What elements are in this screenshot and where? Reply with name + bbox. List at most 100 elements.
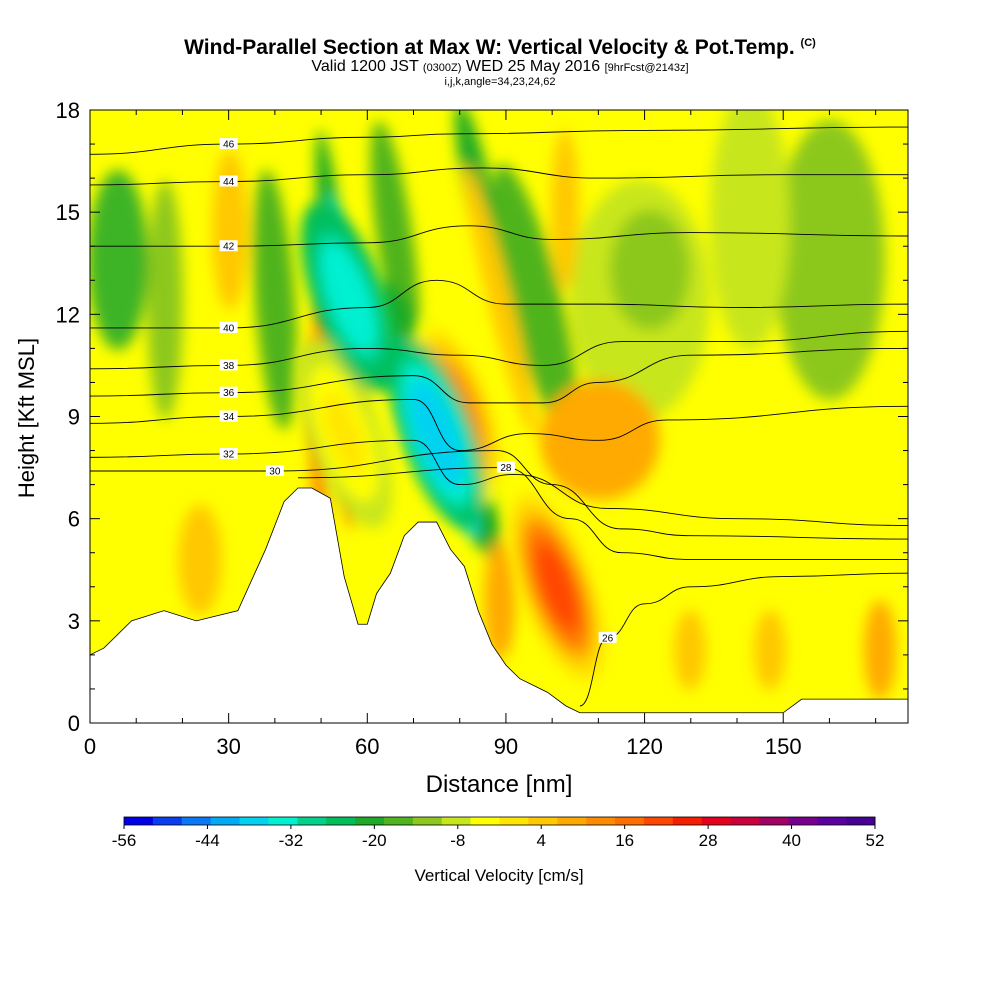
downdraft-band-7 <box>492 164 578 436</box>
updraft-band-d <box>464 164 536 436</box>
colorbar-swatch <box>759 817 789 825</box>
y-tick-label: 18 <box>56 98 80 123</box>
svg-text:38: 38 <box>223 361 235 372</box>
svg-text:32: 32 <box>223 449 235 460</box>
isentrope-label-40: 40 <box>219 321 238 334</box>
colorbar-tick-label: 40 <box>782 831 801 850</box>
isentrope-label-34: 34 <box>219 410 238 423</box>
svg-text:26: 26 <box>602 633 614 644</box>
updraft-cores <box>296 202 605 682</box>
colorbar-swatch <box>181 817 212 825</box>
colorbar-swatch <box>499 817 529 825</box>
isentrope-label-42: 42 <box>219 240 238 253</box>
updraft-band-e <box>551 130 579 290</box>
isentrope-46 <box>90 126 908 155</box>
colorbar-swatch <box>383 817 414 825</box>
colorbar-swatch <box>268 817 298 825</box>
downdraft-core-4-ring-4 <box>328 255 370 339</box>
colorbar-tick-label: -8 <box>450 831 465 850</box>
y-tick-label: 9 <box>68 405 80 430</box>
isentrope-28 <box>297 467 908 560</box>
x-tick-label: 0 <box>84 734 96 759</box>
isentrope-label-28: 28 <box>496 461 515 474</box>
colorbar-tick-label: -32 <box>279 831 304 850</box>
x-axis: 0 30 60 90 120 150 <box>84 110 877 759</box>
isentrope-label-36: 36 <box>219 386 238 399</box>
colorbar-swatch <box>210 817 241 825</box>
colorbar-swatch <box>441 817 472 825</box>
colorbar-swatch <box>470 817 500 825</box>
y-axis-label: Height [Kft MSL] <box>14 338 39 498</box>
colorbar-swatch <box>701 817 732 825</box>
isentrope-36 <box>90 347 908 404</box>
colorbar-swatch <box>239 817 269 825</box>
colorbar-tick-label: -20 <box>362 831 387 850</box>
updraft-lowlevel-3 <box>754 610 786 690</box>
updraft-lowlevel <box>178 505 222 615</box>
y-tick-label: 0 <box>68 711 80 736</box>
chart-title: Wind-Parallel Section at Max W: Vertical… <box>184 36 816 59</box>
isentrope-38 <box>90 330 908 370</box>
y-tick-label: 12 <box>56 302 80 327</box>
colorbar-label: Vertical Velocity [cm/s] <box>414 866 583 885</box>
colorbar-swatch <box>643 817 674 825</box>
colorbar-swatch <box>528 817 558 825</box>
updraft-lowlevel-2 <box>674 610 706 690</box>
svg-text:44: 44 <box>223 177 235 188</box>
isentrope-label-44: 44 <box>219 175 238 188</box>
downdraft-band-left-upper <box>147 180 183 420</box>
colorbar-swatch <box>124 817 154 825</box>
x-tick-label: 120 <box>626 734 663 759</box>
isentrope-label-26: 26 <box>598 631 617 644</box>
colorbar-tick-label: 4 <box>536 831 545 850</box>
updraft-lowlevel-5 <box>484 540 516 660</box>
colorbar-swatch <box>817 817 847 825</box>
y-tick-label: 3 <box>68 609 80 634</box>
isentrope-label-32: 32 <box>219 447 238 460</box>
updraft-band-a <box>212 150 248 310</box>
y-tick-label: 15 <box>56 200 80 225</box>
colorbar: -56 -44 -32 -20 -8 4 16 28 40 52 <box>112 816 885 850</box>
isentrope-label-38: 38 <box>219 359 238 372</box>
colorbar-tick-label: 16 <box>615 831 634 850</box>
downdraft-band-2 <box>253 170 297 430</box>
colorbar-swatch <box>297 817 327 825</box>
colorbar-swatch <box>355 817 385 825</box>
colorbar-swatch <box>788 817 818 825</box>
vertical-velocity-field: 26 28 30 32 34 36 38 40 42 44 46 <box>90 110 908 723</box>
chart-subtitle: Valid 1200 JST (0300Z) WED 25 May 2016 [… <box>311 58 689 75</box>
x-tick-label: 60 <box>355 734 379 759</box>
colorbar-tick-label: 52 <box>866 831 885 850</box>
updraft-lowlevel-4 <box>864 600 896 700</box>
colorbar-swatch <box>152 817 183 825</box>
y-axis: 0 36 9 12 15 18 <box>56 98 908 736</box>
colorbar-swatch <box>615 817 645 825</box>
colorbar-swatch <box>326 817 356 825</box>
x-axis-label: Distance [nm] <box>426 771 573 798</box>
colorbar-swatch <box>557 817 587 825</box>
terrain <box>90 487 908 723</box>
colorbar-swatch <box>412 817 443 825</box>
svg-text:40: 40 <box>223 323 235 334</box>
svg-text:36: 36 <box>223 388 235 399</box>
isentrope-label-46: 46 <box>219 138 238 151</box>
colorbar-swatch <box>672 817 703 825</box>
x-tick-label: 30 <box>216 734 240 759</box>
isentrope-30 <box>90 450 908 540</box>
updraft-core-2-ring-4 <box>323 391 365 476</box>
downdraft-core-3-ring-4 <box>415 391 458 476</box>
x-tick-label: 150 <box>765 734 802 759</box>
downdraft-region-right-core <box>610 210 690 330</box>
downdraft-region-far-right-upper <box>710 110 790 350</box>
colorbar-swatch <box>730 817 760 825</box>
colorbar-tick-label: 28 <box>699 831 718 850</box>
svg-text:30: 30 <box>269 466 281 477</box>
isentrope-label-30: 30 <box>265 464 284 477</box>
svg-text:42: 42 <box>223 242 235 253</box>
x-tick-label: 90 <box>494 734 518 759</box>
colorbar-tick-label: -56 <box>112 831 137 850</box>
isentrope-40 <box>90 279 908 329</box>
svg-text:46: 46 <box>223 140 235 151</box>
colorbar-frame <box>123 816 876 826</box>
